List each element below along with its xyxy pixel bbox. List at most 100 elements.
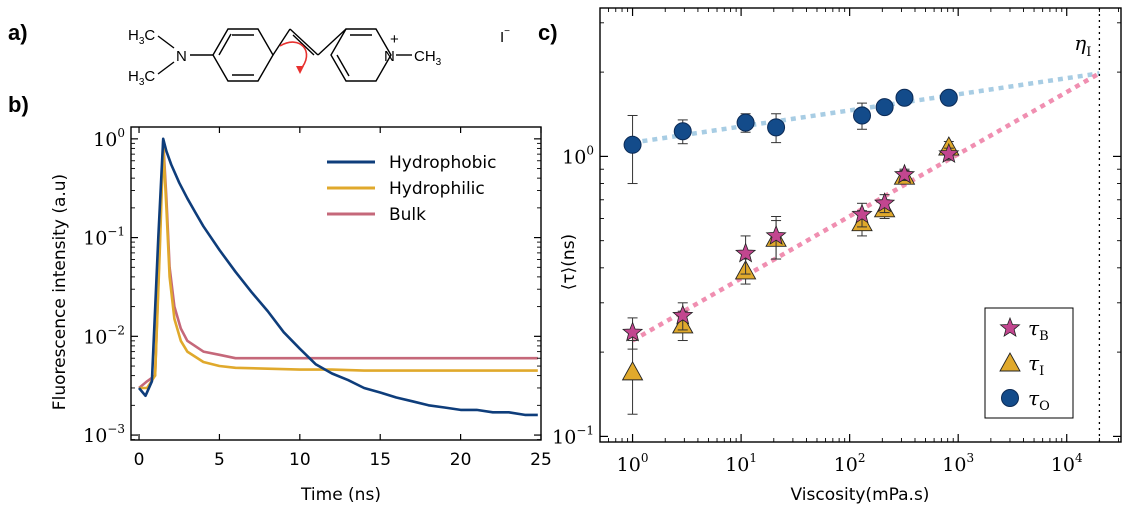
marker-tau-O (939, 88, 958, 107)
panel-c-legend-tau: τ (1028, 316, 1040, 340)
panel-c-xtick-label-exp: 1 (749, 451, 757, 465)
marker-tau-O (736, 113, 755, 132)
counterion-charge: − (504, 26, 510, 37)
panel-c-legend-sub: O (1039, 399, 1050, 414)
panel-c-legend-tau: τ (1028, 351, 1040, 375)
panel-c-xtick-label-exp: 0 (641, 451, 649, 465)
panel-c-legend-label-O: τO (1028, 386, 1050, 414)
panel-c-legend-tau: τ (1028, 386, 1040, 410)
marker-tau-B (874, 192, 896, 213)
panel-c-xtick-label-exp: 2 (858, 451, 866, 465)
panel-c-xlabel: Viscosity(mPa.s) (791, 485, 930, 505)
bond-methyl-top (157, 35, 175, 49)
panel-b-ytick-label: 10−3 (83, 422, 125, 447)
bond-vinyl-2 (289, 28, 319, 56)
counterion: I (500, 29, 504, 46)
rotation-arrow (279, 41, 308, 71)
panel-c-ytick-label-exp: 0 (586, 143, 594, 157)
panel-c-legend-box (984, 307, 1074, 419)
methyl-bottom-c: C (144, 68, 155, 85)
panel-b-ylabel: Fluorescence intensity (a.u) (50, 174, 70, 410)
eta-i-label: ηI (1074, 31, 1091, 60)
benzene-ring (212, 28, 274, 82)
panel-b-frame (130, 126, 542, 441)
methyl-top-sub: 3 (139, 36, 145, 47)
panel-c-ytick-label-base: 10 (562, 146, 586, 168)
panel-c-legend-marker-O (1001, 389, 1019, 407)
pyridinium-ring (330, 28, 392, 82)
methyl-top-h: H (128, 27, 139, 44)
marker-tau-B (765, 224, 787, 245)
panel-c-legend-marker-I (999, 352, 1021, 372)
right-methyl: CH (414, 48, 436, 65)
fit-line-0 (632, 71, 1100, 145)
panel-b-xtick-label: 15 (369, 450, 391, 470)
counterion-label: I− (500, 26, 510, 46)
marker-tau-B (893, 163, 916, 184)
panel-b-legend-label-bulk: Bulk (389, 205, 426, 225)
panel-b-ytick-label-base: 10 (83, 228, 107, 250)
marker-tau-B (672, 304, 694, 325)
eta-i-label-sub: I (1086, 45, 1091, 60)
panel-c-xtick-label: 101 (725, 451, 757, 476)
panel-c-xtick-label-base: 10 (725, 454, 749, 476)
marker-tau-O (767, 118, 786, 137)
benzene-double-3 (218, 33, 232, 56)
right-methyl-label: CH3 (414, 48, 442, 68)
panel-b-ytick-label-base: 10 (83, 425, 107, 447)
panel-b-ytick-label: 100 (93, 126, 125, 151)
panel-b-ytick-label-exp: −3 (107, 422, 125, 436)
molecule-labels: H3C H3C N N + CH3 I− (128, 26, 510, 88)
marker-tau-B (851, 203, 873, 224)
panel-c-xtick-label: 103 (942, 451, 974, 476)
panel-b-xtick-label: 0 (134, 450, 145, 470)
panel-c-xtick-label-exp: 3 (966, 451, 974, 465)
rotation-arrow-head (296, 66, 304, 74)
molecule-structure (157, 28, 412, 82)
panel-label-a: a) (8, 20, 28, 45)
methyl-bottom-label: H3C (128, 68, 155, 88)
marker-tau-O (875, 98, 894, 117)
methyl-top-label: H3C (128, 27, 155, 47)
panel-c-ytick-label: 100 (562, 143, 594, 168)
panel-c-legend-label-I: τI (1028, 351, 1044, 379)
panel-c-ytick-label-exp: −1 (576, 423, 594, 437)
marker-tau-B (938, 142, 960, 163)
methyl-top-c: C (144, 27, 155, 44)
panel-c-xtick-label-base: 10 (1051, 454, 1075, 476)
panel-b-ytick-label: 10−2 (83, 323, 125, 348)
panel-b-ytick-label-exp: 0 (117, 126, 125, 140)
panel-b-ytick-label-exp: −1 (107, 225, 125, 239)
series-line-hydrophobic (138, 137, 538, 417)
bond-vinyl-3 (317, 28, 347, 56)
bond-vinyl-double (292, 34, 315, 56)
panel-c-ytick-label: 10−1 (552, 423, 594, 448)
panel-c-ytick-label-base: 10 (552, 426, 576, 448)
panel-c-legend-sub: I (1039, 364, 1044, 379)
panel-c-xtick-label: 100 (617, 451, 649, 476)
panel-c-xtick-label: 102 (834, 451, 866, 476)
panel-b-ytick-label: 10−1 (83, 225, 125, 250)
panel-c-xtick-label: 104 (1051, 451, 1083, 476)
marker-tau-O (853, 106, 872, 125)
methyl-bottom-h: H (128, 68, 139, 85)
panel-b-legend-label-hydrophilic: Hydrophilic (389, 179, 485, 199)
panel-b-ytick-label-base: 10 (93, 129, 117, 151)
panel-b-xtick-label: 25 (530, 450, 552, 470)
bond-vinyl-1 (272, 28, 291, 56)
pyridinium-double-2 (336, 54, 350, 77)
marker-tau-O (673, 122, 692, 141)
panel-b-xtick-label: 5 (214, 450, 225, 470)
panel-c-ylabel: ⟨τ⟩(ns) (559, 234, 579, 290)
panel-c-legend-label-B: τB (1028, 316, 1049, 344)
panel-c-xtick-label-base: 10 (617, 454, 641, 476)
eta-i-label-main: η (1074, 31, 1086, 55)
methyl-bottom-sub: 3 (139, 77, 145, 88)
right-methyl-sub: 3 (436, 57, 442, 68)
marker-tau-O (895, 88, 914, 107)
marker-tau-O (623, 135, 642, 154)
panel-c-xtick-label-base: 10 (942, 454, 966, 476)
marker-tau-B (622, 321, 644, 342)
